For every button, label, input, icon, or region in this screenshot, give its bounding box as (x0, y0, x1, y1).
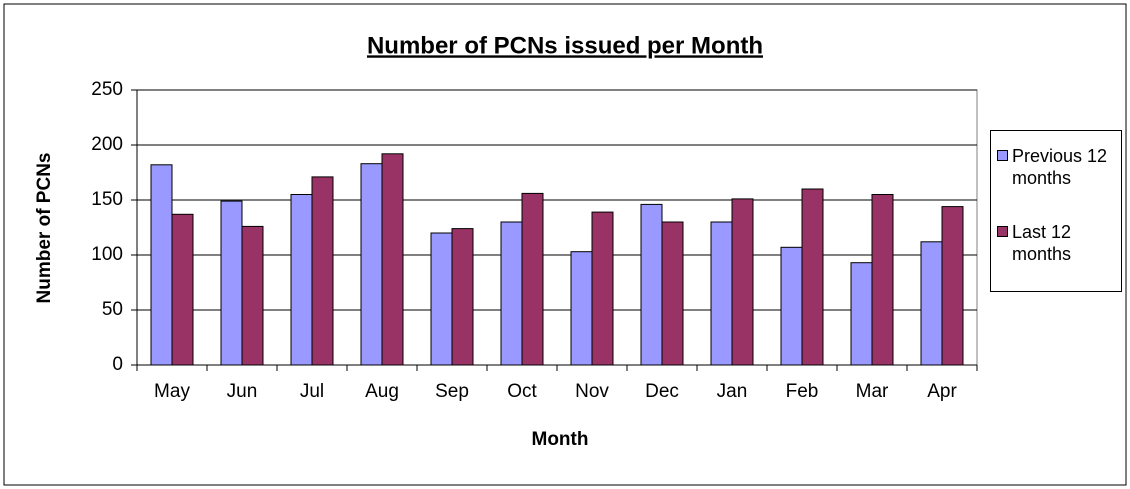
y-tick-label: 0 (112, 354, 123, 375)
bar (241, 225, 264, 366)
bar (871, 194, 894, 366)
legend-label: Last 12 months (1012, 222, 1072, 264)
x-tick-label: Dec (645, 381, 679, 402)
bar (430, 232, 453, 366)
x-tick-label: Feb (786, 381, 819, 402)
x-tick-label: Aug (365, 381, 399, 402)
bar (850, 262, 873, 366)
x-tick-label: Jun (227, 381, 258, 402)
bar (381, 153, 404, 366)
x-tick-label: Jan (717, 381, 748, 402)
legend-label: Previous 12 months (1012, 146, 1108, 188)
bar (150, 164, 173, 366)
x-axis-title: Month (532, 429, 589, 450)
x-tick-label: Apr (927, 381, 957, 402)
bar (591, 211, 614, 366)
y-tick-label: 150 (91, 189, 123, 210)
legend-swatch (997, 226, 1008, 237)
x-tick-label: Jul (300, 381, 324, 402)
legend-swatch (997, 150, 1008, 161)
chart-title: Number of PCNs issued per Month (367, 32, 763, 59)
y-tick-label: 50 (102, 299, 123, 320)
y-axis-title: Number of PCNs (34, 153, 55, 304)
bar (710, 221, 733, 366)
y-tick-label: 250 (91, 79, 123, 100)
bar (171, 213, 194, 366)
bar (360, 163, 383, 366)
bar (941, 206, 964, 366)
bar (731, 198, 754, 366)
bar (780, 246, 803, 366)
x-tick-label: Sep (435, 381, 469, 402)
plot-area (136, 89, 978, 366)
bar (661, 221, 684, 366)
bar (801, 188, 824, 366)
bar (290, 194, 313, 366)
bar (570, 251, 593, 366)
legend: Previous 12 months Last 12 months (990, 130, 1122, 292)
x-tick-label: Oct (507, 381, 537, 402)
x-tick-label: May (154, 381, 190, 402)
bar (500, 221, 523, 366)
bar (451, 228, 474, 366)
bar (640, 203, 663, 366)
x-tick-label: Nov (575, 381, 609, 402)
bar (311, 176, 334, 366)
bar (220, 200, 243, 366)
y-tick-label: 200 (91, 134, 123, 155)
y-tick-label: 100 (91, 244, 123, 265)
x-tick-label: Mar (856, 381, 889, 402)
bar (920, 241, 943, 366)
bar (521, 192, 544, 366)
